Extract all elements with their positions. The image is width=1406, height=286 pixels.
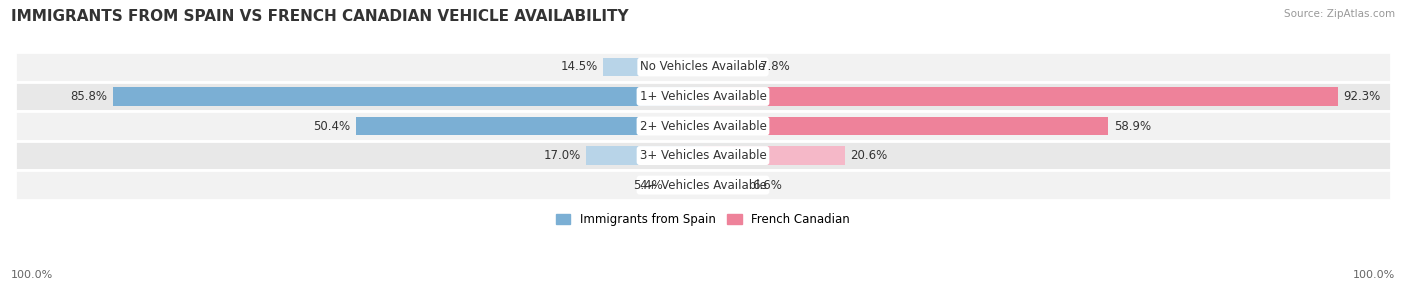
Text: 3+ Vehicles Available: 3+ Vehicles Available [640,149,766,162]
Text: 17.0%: 17.0% [543,149,581,162]
Text: 50.4%: 50.4% [314,120,350,132]
Legend: Immigrants from Spain, French Canadian: Immigrants from Spain, French Canadian [557,213,849,227]
Bar [703,87,1339,106]
Text: 7.8%: 7.8% [761,60,790,74]
Text: 20.6%: 20.6% [851,149,887,162]
Text: 92.3%: 92.3% [1344,90,1381,103]
FancyBboxPatch shape [15,141,1391,170]
Text: 4+ Vehicles Available: 4+ Vehicles Available [640,178,766,192]
Text: 6.6%: 6.6% [752,178,782,192]
Bar [586,146,703,165]
Bar [112,87,703,106]
Text: 58.9%: 58.9% [1114,120,1152,132]
FancyBboxPatch shape [15,52,1391,82]
Text: 100.0%: 100.0% [11,270,53,280]
Text: Source: ZipAtlas.com: Source: ZipAtlas.com [1284,9,1395,19]
Bar [703,176,748,194]
Text: 1+ Vehicles Available: 1+ Vehicles Available [640,90,766,103]
Text: 2+ Vehicles Available: 2+ Vehicles Available [640,120,766,132]
Bar [703,146,845,165]
FancyBboxPatch shape [15,82,1391,111]
Text: 14.5%: 14.5% [561,60,598,74]
Text: IMMIGRANTS FROM SPAIN VS FRENCH CANADIAN VEHICLE AVAILABILITY: IMMIGRANTS FROM SPAIN VS FRENCH CANADIAN… [11,9,628,23]
FancyBboxPatch shape [15,111,1391,141]
Text: 100.0%: 100.0% [1353,270,1395,280]
Bar [666,176,703,194]
Bar [603,58,703,76]
Bar [703,58,756,76]
Text: 5.4%: 5.4% [633,178,662,192]
FancyBboxPatch shape [15,170,1391,200]
Text: No Vehicles Available: No Vehicles Available [640,60,766,74]
Text: 85.8%: 85.8% [70,90,107,103]
Bar [703,117,1108,135]
Bar [356,117,703,135]
